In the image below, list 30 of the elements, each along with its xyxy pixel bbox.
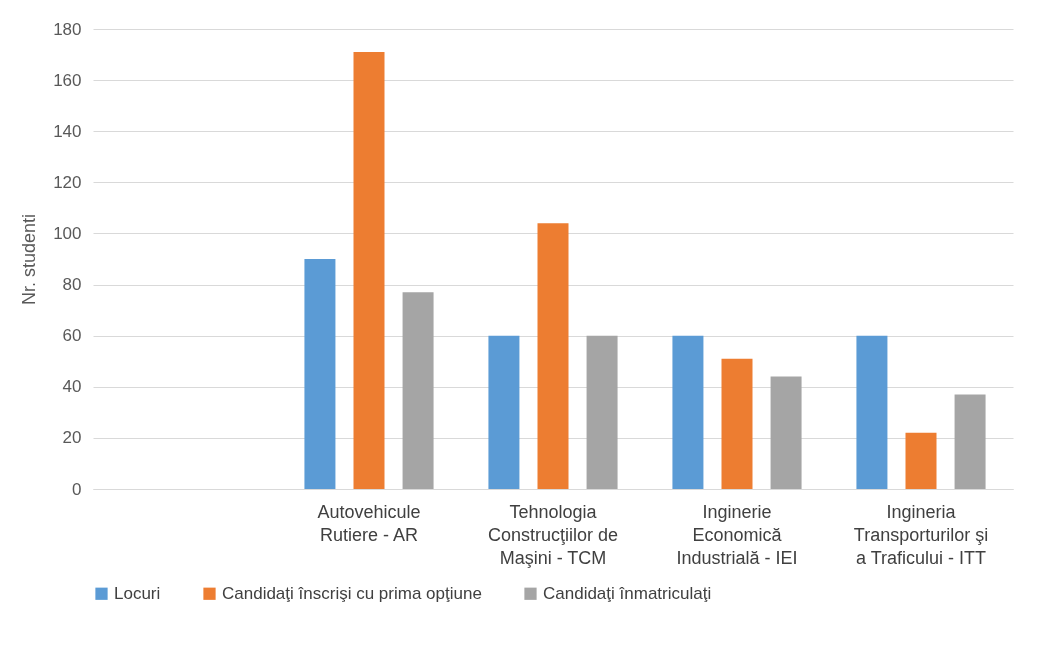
y-tick-label: 120 [53,172,82,192]
y-tick-label: 40 [62,377,82,397]
x-tick-label: Tehnologia Construcţiilor de Maşini - TCM [487,501,619,568]
y-tick-label: 80 [62,275,82,295]
y-tick-label: 20 [62,428,82,448]
bar [402,292,434,489]
x-tick-label: Ingineria Transporturilor şi a Traficului - ITT [853,501,989,568]
y-tick-label: 60 [62,326,82,346]
bar [488,335,520,489]
bar [353,52,385,489]
y-tick-label: 140 [53,121,82,141]
bar [586,335,618,489]
y-tick-label: 180 [53,19,82,39]
bar [770,376,802,489]
y-tick-label: 160 [53,70,82,90]
y-tick-label: 0 [72,479,82,499]
x-tick-label: Inginerie Economică Industrială - IEI [676,501,798,568]
y-axis-title: Nr. studenti [19,213,40,306]
bar [537,223,569,489]
bar [905,432,937,489]
legend-label: Candidaţi înscrişi cu prima opţiune [222,583,482,603]
legend-label: Locuri [114,583,161,603]
legend-label: Candidaţi înmatriculaţi [543,583,712,603]
bar [304,259,336,489]
x-tick-label: Autovehicule Rutiere - AR [317,501,421,545]
bar [721,358,753,489]
bar [856,335,888,489]
bar [954,394,986,489]
bar [672,335,704,489]
y-tick-label: 100 [53,223,82,243]
